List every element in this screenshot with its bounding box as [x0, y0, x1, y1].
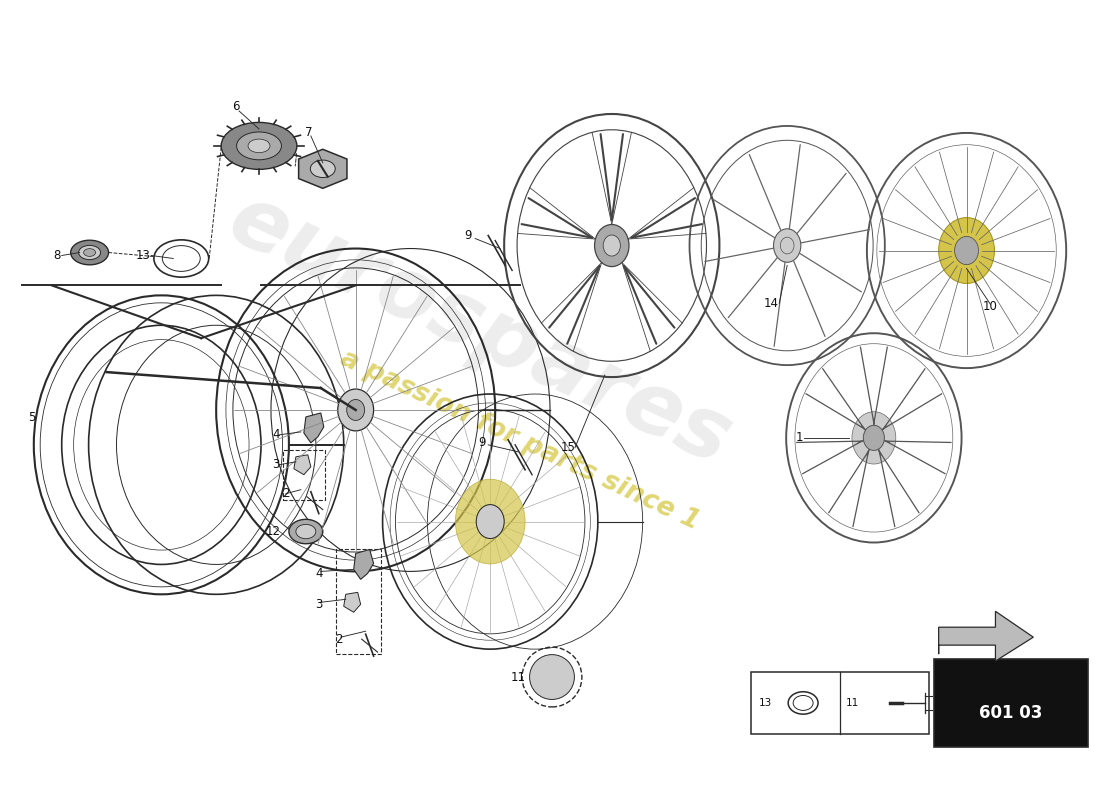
Bar: [751, 672, 928, 734]
Text: 2: 2: [336, 633, 342, 646]
Polygon shape: [294, 455, 311, 474]
Text: 9: 9: [478, 436, 486, 450]
Text: 13: 13: [136, 249, 151, 262]
Bar: [934, 659, 1088, 746]
Text: 15: 15: [561, 442, 575, 454]
Text: 7: 7: [305, 126, 312, 139]
Ellipse shape: [236, 132, 282, 160]
Ellipse shape: [84, 249, 96, 257]
Polygon shape: [938, 611, 1033, 661]
Ellipse shape: [773, 229, 801, 262]
Ellipse shape: [529, 654, 574, 699]
Text: 12: 12: [265, 525, 280, 538]
Ellipse shape: [483, 513, 497, 530]
Text: 601 03: 601 03: [979, 705, 1043, 722]
Text: 3: 3: [273, 458, 279, 471]
Ellipse shape: [338, 389, 374, 431]
Ellipse shape: [346, 399, 364, 421]
Ellipse shape: [296, 524, 316, 538]
Polygon shape: [304, 413, 323, 443]
Text: 11: 11: [845, 698, 859, 708]
Text: 6: 6: [232, 99, 240, 113]
Ellipse shape: [938, 218, 994, 283]
Ellipse shape: [476, 505, 504, 538]
Text: eurospares: eurospares: [216, 178, 745, 483]
Text: 10: 10: [983, 300, 998, 313]
Polygon shape: [298, 150, 346, 188]
Polygon shape: [354, 550, 374, 579]
Ellipse shape: [864, 426, 884, 450]
Bar: [336, 550, 381, 654]
Ellipse shape: [851, 412, 895, 464]
Ellipse shape: [78, 246, 100, 260]
Text: 5: 5: [29, 411, 35, 425]
Ellipse shape: [603, 235, 620, 256]
Text: 9: 9: [464, 229, 472, 242]
Ellipse shape: [221, 122, 297, 170]
Ellipse shape: [310, 160, 336, 178]
Text: 2: 2: [283, 487, 289, 500]
Text: 4: 4: [272, 428, 279, 442]
Ellipse shape: [289, 519, 322, 544]
Ellipse shape: [955, 237, 979, 265]
Ellipse shape: [476, 505, 504, 538]
Ellipse shape: [595, 225, 629, 266]
Text: 3: 3: [315, 598, 322, 610]
Ellipse shape: [780, 237, 794, 254]
Text: 13: 13: [759, 698, 772, 708]
Ellipse shape: [249, 139, 270, 153]
Text: 14: 14: [763, 297, 779, 310]
Text: 11: 11: [510, 670, 526, 683]
Text: 1: 1: [795, 431, 803, 444]
Polygon shape: [343, 592, 361, 612]
Text: 8: 8: [53, 249, 60, 262]
Text: a passion for parts since 1: a passion for parts since 1: [337, 345, 704, 534]
Bar: [283, 450, 324, 500]
Ellipse shape: [455, 479, 525, 564]
Ellipse shape: [70, 240, 109, 265]
Text: 4: 4: [315, 567, 322, 580]
